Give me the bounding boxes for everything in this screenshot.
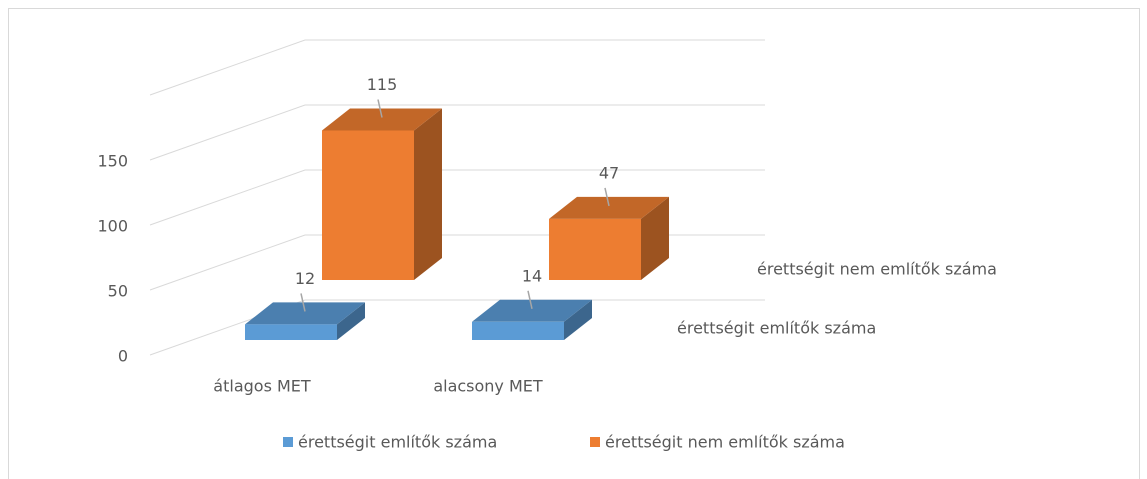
grid-line [149,299,765,356]
bar-top [245,302,365,325]
legend-swatch [283,437,293,447]
bar-side [414,108,442,280]
x-tick-label: alacsony MET [433,377,543,396]
data-label: 115 [367,75,398,94]
bar-side [564,299,592,340]
leader-line [377,99,383,118]
series-label: érettségit említők száma [677,319,876,338]
bar-top [549,196,669,219]
legend-label: érettségit nem említők száma [605,433,845,452]
legend-swatch [590,437,600,447]
series-label: érettségit nem említők száma [757,260,997,279]
y-tick-label: 50 [108,282,128,301]
y-tick-label: 150 [97,152,128,171]
leader-line [527,290,533,309]
bar-top [322,108,442,131]
bar [549,218,641,280]
bar [472,321,564,340]
grid-line [149,104,765,161]
bar-top [472,299,592,322]
grid-line [149,39,765,96]
legend-label: érettségit említők száma [298,433,497,452]
bar [322,130,414,280]
data-label: 14 [522,266,542,285]
bar-side [337,302,365,340]
x-tick-label: átlagos MET [213,377,311,396]
bar [245,324,337,340]
bar-side [641,196,669,280]
leader-line [604,187,610,207]
data-label: 12 [295,269,315,288]
y-tick-label: 0 [118,347,128,366]
leader-line [300,293,306,312]
grid-line [149,169,765,226]
y-tick-label: 100 [97,217,128,236]
data-label: 47 [599,163,619,182]
